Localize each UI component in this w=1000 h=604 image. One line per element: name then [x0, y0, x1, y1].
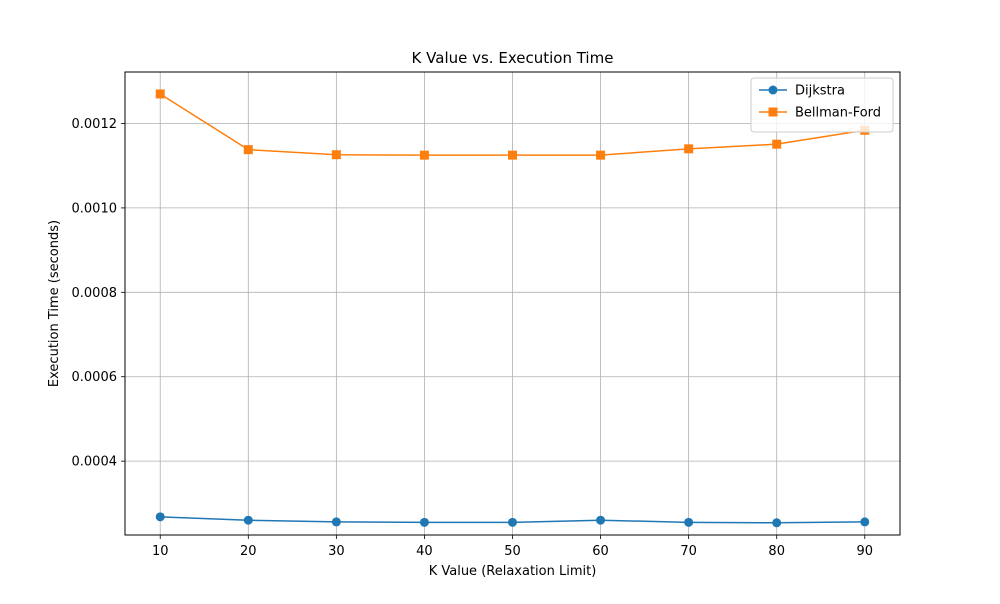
data-point-bellman-ford — [243, 145, 253, 155]
series-dijkstra — [155, 512, 870, 528]
data-point-dijkstra — [684, 517, 694, 527]
x-tick-label: 60 — [592, 544, 609, 559]
data-point-dijkstra — [243, 515, 253, 525]
chart-title: K Value vs. Execution Time — [412, 49, 614, 67]
data-point-bellman-ford — [772, 139, 782, 149]
data-point-dijkstra — [419, 517, 429, 527]
x-tick-label: 10 — [152, 544, 169, 559]
legend: Dijkstra Bellman-Ford — [750, 77, 894, 133]
data-point-bellman-ford — [331, 150, 341, 160]
series-layer — [155, 89, 870, 528]
legend-marker-bellman-ford — [768, 107, 778, 117]
y-tick-label: 0.0012 — [72, 117, 118, 132]
data-point-bellman-ford — [596, 150, 606, 160]
axis-ticks: 10 20 30 40 50 60 70 80 90 0.0004 0.0006 0.0008 0.00… — [72, 117, 874, 559]
data-point-dijkstra — [155, 512, 165, 522]
legend-item-bellman-ford: Bellman-Ford — [759, 106, 881, 121]
x-tick-label: 70 — [680, 544, 697, 559]
x-axis-label: K Value (Relaxation Limit) — [429, 564, 597, 579]
y-axis-label: Execution Time (seconds) — [47, 220, 62, 387]
data-point-bellman-ford — [419, 150, 429, 160]
legend-marker-dijkstra — [768, 85, 778, 95]
x-tick-label: 50 — [504, 544, 521, 559]
y-tick-label: 0.0004 — [72, 455, 118, 470]
x-tick-label: 80 — [768, 544, 785, 559]
legend-label-dijkstra: Dijkstra — [795, 84, 845, 99]
data-point-dijkstra — [331, 517, 341, 527]
data-point-dijkstra — [508, 517, 517, 527]
legend-box — [750, 77, 894, 133]
y-tick-label: 0.0008 — [72, 286, 118, 301]
data-point-dijkstra — [596, 515, 606, 525]
data-point-bellman-ford — [508, 150, 517, 160]
x-tick-label: 30 — [328, 544, 345, 559]
grid-lines — [125, 72, 900, 535]
y-tick-label: 0.0006 — [72, 370, 118, 385]
y-tick-label: 0.0010 — [72, 201, 118, 216]
data-point-dijkstra — [772, 518, 782, 528]
x-tick-label: 20 — [240, 544, 257, 559]
legend-label-bellman-ford: Bellman-Ford — [795, 106, 881, 121]
legend-item-dijkstra: Dijkstra — [759, 84, 845, 99]
data-point-bellman-ford — [155, 89, 165, 99]
x-tick-label: 90 — [856, 544, 873, 559]
data-point-dijkstra — [860, 517, 870, 527]
data-point-bellman-ford — [684, 144, 694, 154]
x-tick-label: 40 — [416, 544, 433, 559]
